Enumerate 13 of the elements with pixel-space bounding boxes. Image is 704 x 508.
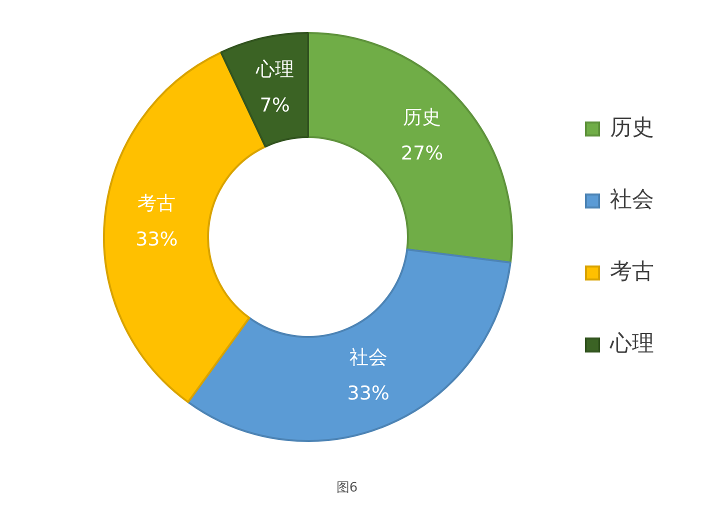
legend-label: 考古: [610, 260, 654, 285]
data-label: 27%: [400, 142, 444, 164]
caption: 图6: [336, 480, 358, 496]
data-label: 7%: [260, 94, 290, 117]
legend-label: 心理: [609, 332, 654, 357]
slice-label: 社会: [349, 346, 388, 368]
legend-label: 历史: [610, 116, 654, 141]
data-label: 33%: [136, 228, 178, 251]
slice-label: 历史: [403, 106, 441, 128]
slice-label: 考古: [138, 192, 176, 215]
legend-label: 社会: [610, 188, 654, 213]
data-label: 33%: [347, 382, 390, 404]
slice-label: 心理: [254, 58, 294, 81]
